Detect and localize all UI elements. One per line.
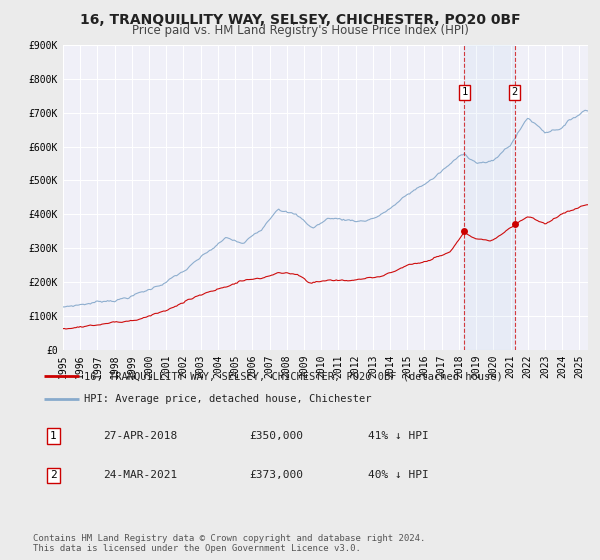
Text: £350,000: £350,000 [249, 431, 303, 441]
Text: Price paid vs. HM Land Registry's House Price Index (HPI): Price paid vs. HM Land Registry's House … [131, 24, 469, 36]
Text: 2: 2 [511, 87, 518, 97]
Text: 24-MAR-2021: 24-MAR-2021 [103, 470, 178, 480]
Text: 1: 1 [461, 87, 467, 97]
Text: HPI: Average price, detached house, Chichester: HPI: Average price, detached house, Chic… [84, 394, 372, 404]
Text: 1: 1 [50, 431, 57, 441]
Text: 2: 2 [50, 470, 57, 480]
Bar [464, 45, 514, 350]
Text: 27-APR-2018: 27-APR-2018 [103, 431, 178, 441]
Text: 40% ↓ HPI: 40% ↓ HPI [368, 470, 428, 480]
Text: Contains HM Land Registry data © Crown copyright and database right 2024.
This d: Contains HM Land Registry data © Crown c… [33, 534, 425, 553]
Text: 16, TRANQUILLITY WAY, SELSEY, CHICHESTER, PO20 0BF: 16, TRANQUILLITY WAY, SELSEY, CHICHESTER… [80, 13, 520, 27]
Text: 16, TRANQUILLITY WAY, SELSEY, CHICHESTER, PO20 0BF (detached house): 16, TRANQUILLITY WAY, SELSEY, CHICHESTER… [84, 371, 503, 381]
Text: 41% ↓ HPI: 41% ↓ HPI [368, 431, 428, 441]
Text: £373,000: £373,000 [249, 470, 303, 480]
